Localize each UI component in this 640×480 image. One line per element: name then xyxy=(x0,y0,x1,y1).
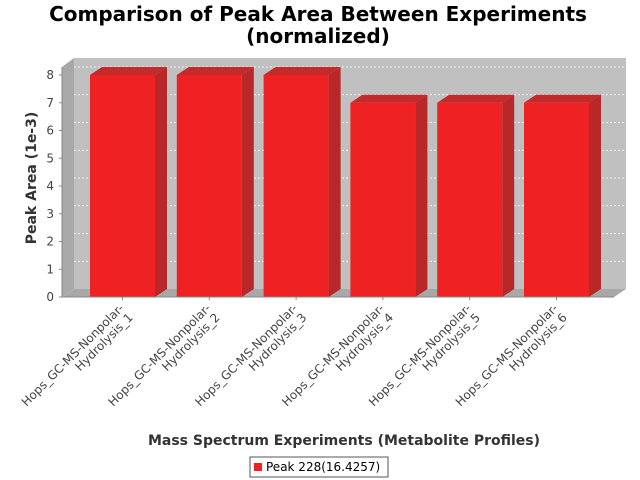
y-ticks: 0 1 2 3 4 5 6 7 8 xyxy=(46,68,62,304)
bar-side xyxy=(155,67,167,297)
x-ticks: Hops_GC-MS-Nonpolar-Hydrolysis_1Hops_GC-… xyxy=(19,297,570,409)
bar xyxy=(176,67,254,297)
bar-top xyxy=(524,94,601,103)
y-tick-label: 0 xyxy=(46,290,54,304)
y-tick-label: 1 xyxy=(46,262,54,276)
bar-top xyxy=(350,94,428,103)
bar-side xyxy=(415,94,428,297)
bar xyxy=(524,94,601,297)
bar xyxy=(350,94,428,297)
bar-side xyxy=(241,67,254,297)
chart-title: Comparison of Peak Area Between Experime… xyxy=(49,2,587,26)
y-tick-label: 3 xyxy=(46,207,54,221)
x-axis-label: Mass Spectrum Experiments (Metabolite Pr… xyxy=(148,433,540,449)
y-tick-label: 5 xyxy=(46,151,54,165)
bar-side xyxy=(328,67,341,297)
y-tick-label: 8 xyxy=(46,68,54,82)
bar-front xyxy=(437,102,503,297)
bars xyxy=(90,67,601,297)
legend-label: Peak 228(16.4257) xyxy=(266,460,380,474)
bar-front xyxy=(176,75,242,297)
chart-subtitle: (normalized) xyxy=(246,24,390,48)
bar-top xyxy=(437,94,515,103)
bar-front xyxy=(90,75,155,297)
bar-top xyxy=(176,67,254,75)
y-tick-label: 7 xyxy=(46,96,54,110)
bar-front xyxy=(350,102,416,297)
bar xyxy=(90,67,167,297)
y-axis-label: Peak Area (1e-3) xyxy=(24,112,40,245)
bar-side xyxy=(502,94,515,297)
legend-box xyxy=(249,456,389,478)
bar xyxy=(437,94,515,297)
bar-front xyxy=(263,75,329,297)
bar-top xyxy=(90,67,167,75)
bar xyxy=(263,67,341,297)
legend: Peak 228(16.4257) xyxy=(249,456,389,478)
y-tick-label: 2 xyxy=(46,235,54,249)
y-tick-label: 4 xyxy=(46,179,54,193)
legend-swatch xyxy=(254,463,262,471)
plot-left-wall xyxy=(62,58,74,297)
bar-side xyxy=(589,94,601,297)
y-tick-label: 6 xyxy=(46,124,54,138)
bar-top xyxy=(263,67,341,75)
bar-front xyxy=(524,102,589,297)
